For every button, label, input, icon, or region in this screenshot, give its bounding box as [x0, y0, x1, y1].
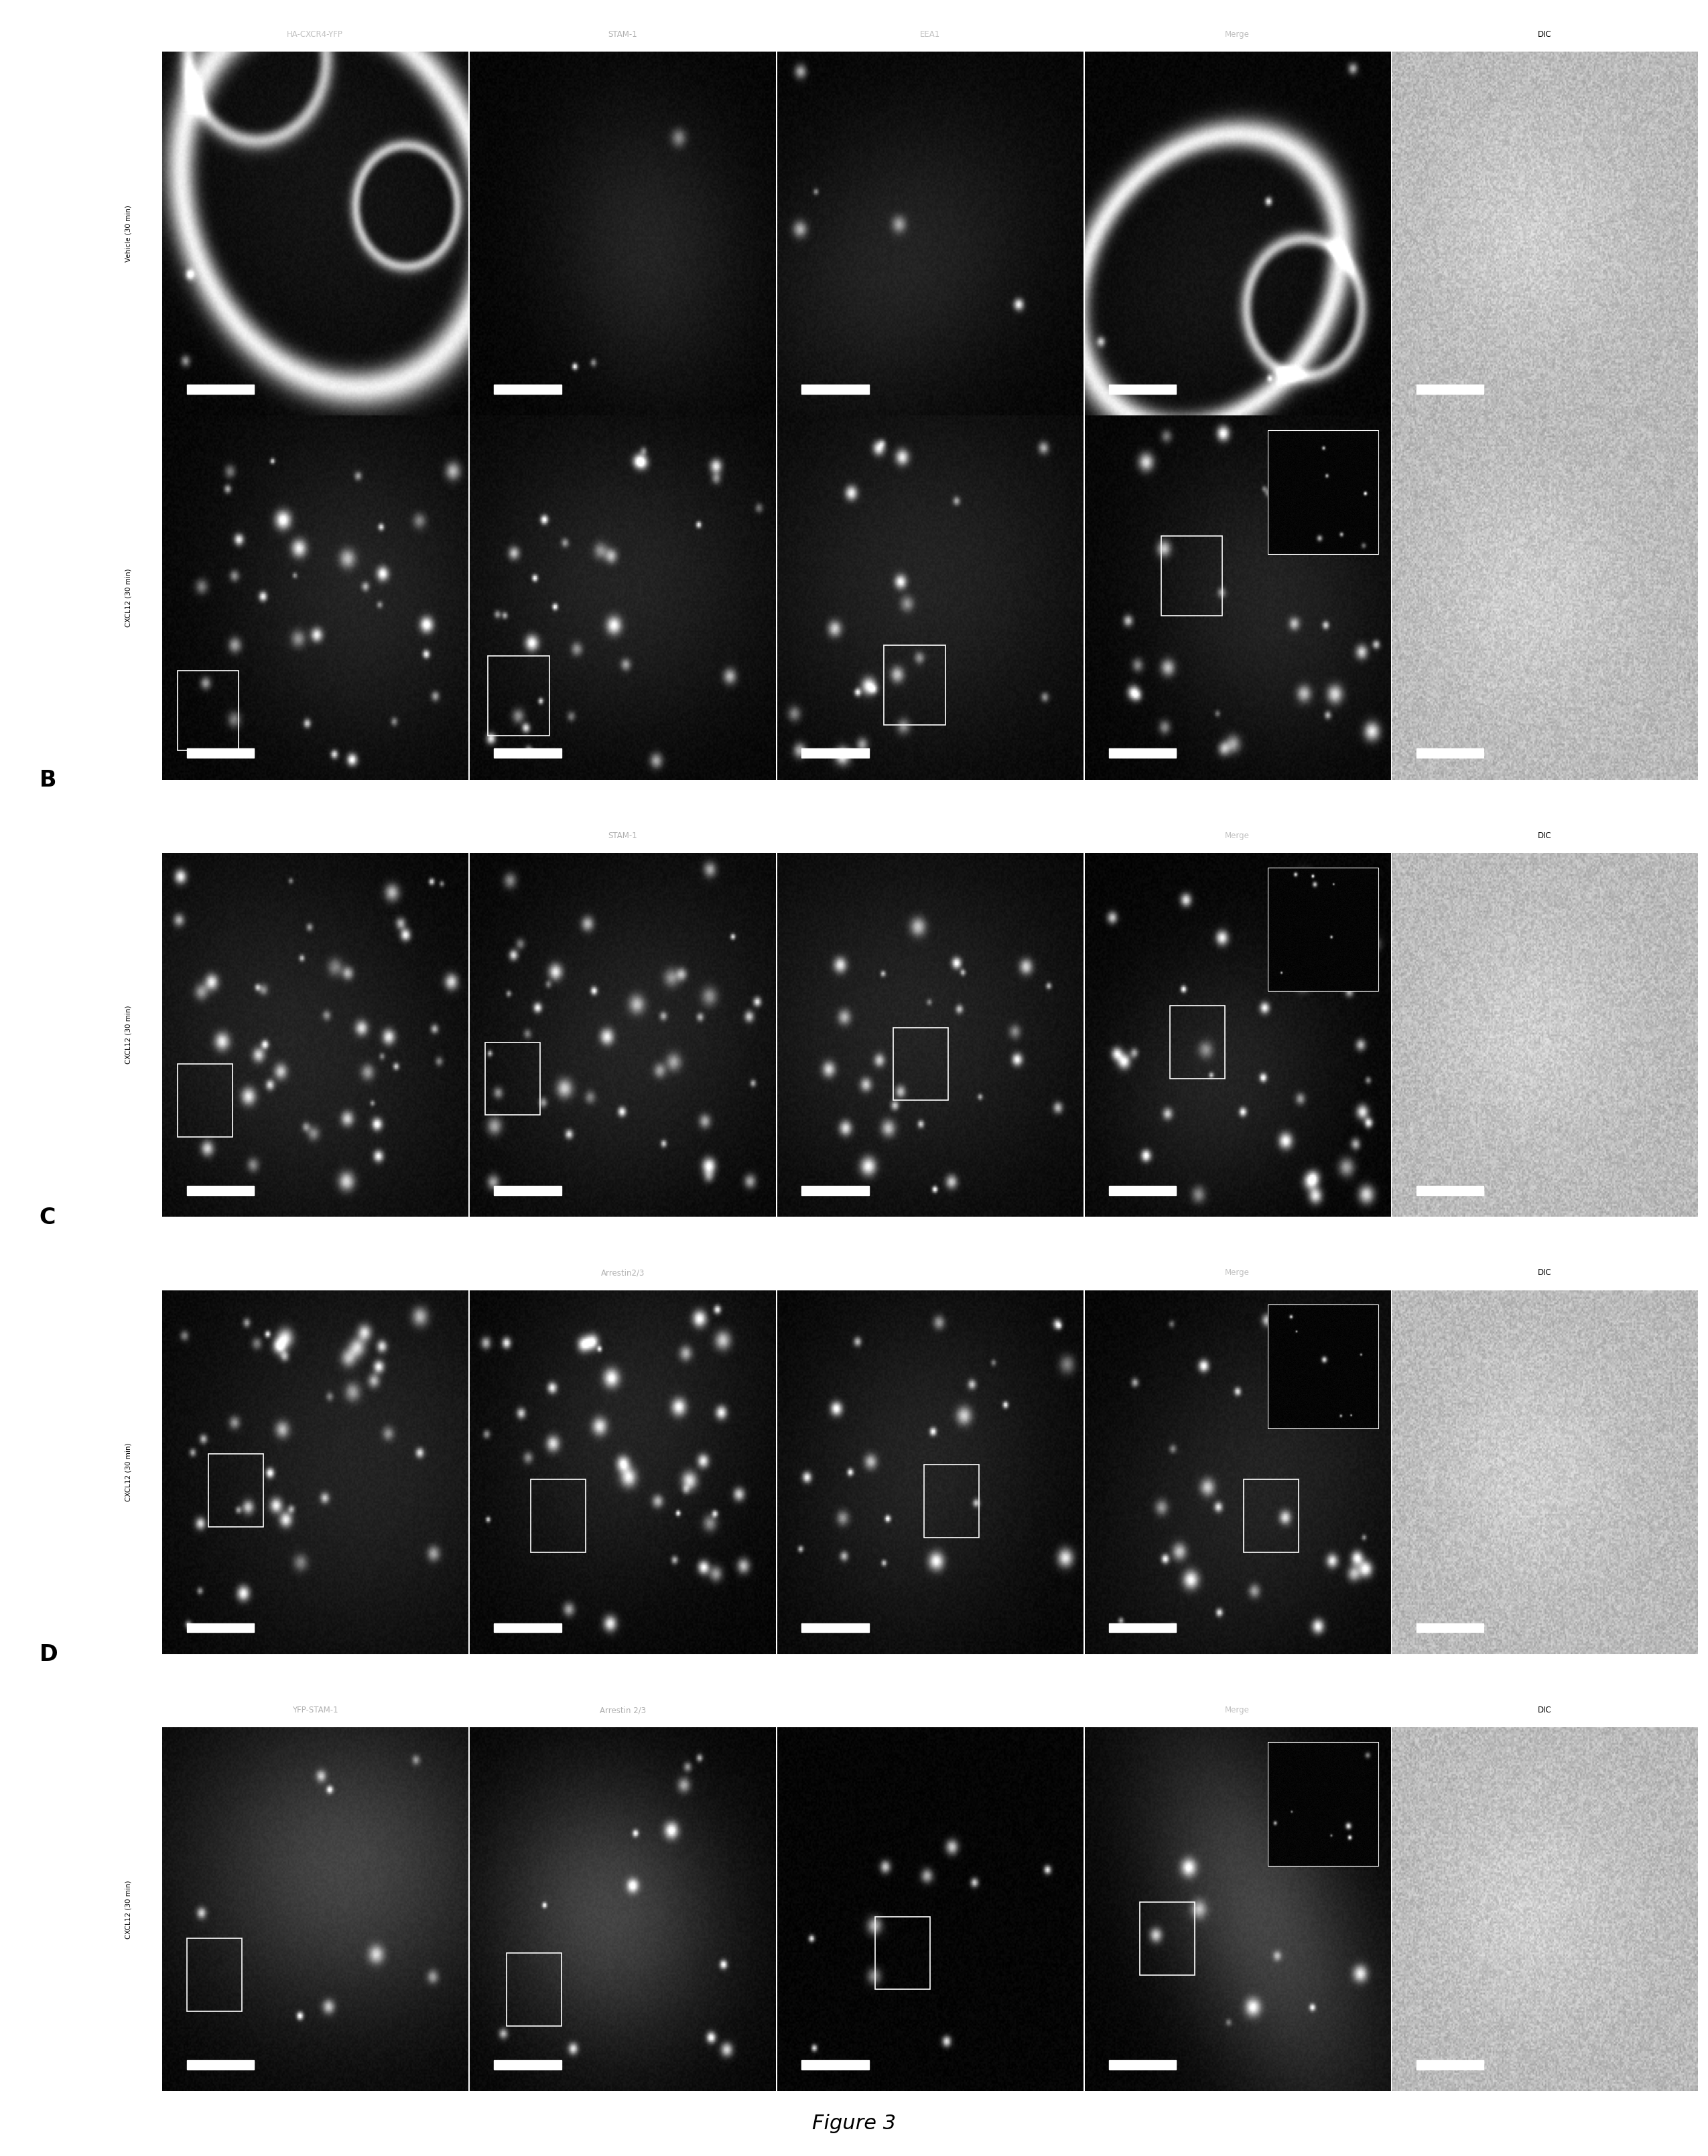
Bar: [1416, 748, 1484, 757]
Bar: [801, 748, 869, 757]
Text: Merge: Merge: [1225, 30, 1250, 39]
Text: D: D: [39, 1643, 58, 1667]
Bar: [186, 1623, 254, 1632]
Bar: [893, 1028, 948, 1100]
Bar: [186, 748, 254, 757]
Bar: [1416, 384, 1484, 395]
Text: EEA1: EEA1: [921, 1268, 939, 1276]
Text: EEA1: EEA1: [921, 30, 939, 39]
Text: Merge: Merge: [1225, 1705, 1250, 1714]
Text: CXCR4: CXCR4: [302, 1268, 328, 1276]
Text: Figure 3: Figure 3: [811, 2113, 897, 2134]
Bar: [1416, 1186, 1484, 1194]
Text: HA-CXCR4-YFP: HA-CXCR4-YFP: [287, 30, 343, 39]
Bar: [1108, 748, 1177, 757]
Text: CXCL12 (30 min): CXCL12 (30 min): [125, 1880, 132, 1938]
Bar: [1267, 867, 1378, 992]
Bar: [186, 1938, 243, 2012]
Text: CXCL12 (30 min): CXCL12 (30 min): [125, 569, 132, 627]
Bar: [1243, 1479, 1298, 1552]
Text: Arrestin 2/3: Arrestin 2/3: [600, 1705, 646, 1714]
Bar: [178, 1065, 232, 1136]
Bar: [186, 1186, 254, 1194]
Bar: [488, 655, 550, 735]
Text: CXCR4: CXCR4: [302, 832, 328, 841]
Text: STAM-1: STAM-1: [608, 30, 637, 39]
Bar: [494, 748, 562, 757]
Bar: [1267, 1304, 1378, 1429]
Text: Merge: Merge: [1225, 832, 1250, 841]
Text: DIC: DIC: [1537, 30, 1553, 39]
Bar: [1139, 1902, 1194, 1975]
Text: YFP-STAM-1: YFP-STAM-1: [292, 1705, 338, 1714]
Bar: [1267, 867, 1378, 992]
Bar: [924, 1464, 979, 1537]
Bar: [801, 1186, 869, 1194]
Bar: [531, 1479, 586, 1552]
Bar: [885, 645, 945, 724]
Text: C: C: [39, 1207, 56, 1229]
Text: Vehicle (30 min): Vehicle (30 min): [125, 205, 132, 263]
Text: B: B: [39, 770, 56, 791]
Text: CXCL12 (30 min): CXCL12 (30 min): [125, 1442, 132, 1501]
Bar: [1416, 1623, 1484, 1632]
Bar: [1108, 2061, 1177, 2070]
Bar: [1267, 1742, 1378, 1865]
Bar: [494, 2061, 562, 2070]
Bar: [1161, 537, 1223, 617]
Text: STAM-1: STAM-1: [608, 832, 637, 841]
Bar: [1267, 1304, 1378, 1429]
Bar: [1108, 1186, 1177, 1194]
Bar: [1416, 2061, 1484, 2070]
Text: DIC: DIC: [1537, 832, 1553, 841]
Bar: [494, 1186, 562, 1194]
Bar: [1267, 431, 1378, 554]
Bar: [801, 2061, 869, 2070]
Bar: [1267, 1742, 1378, 1865]
Bar: [186, 2061, 254, 2070]
Bar: [1108, 1623, 1177, 1632]
Bar: [506, 1953, 562, 2027]
Text: DIC: DIC: [1537, 1268, 1553, 1276]
Bar: [1170, 1005, 1225, 1078]
Text: EEA1: EEA1: [921, 1705, 939, 1714]
Bar: [178, 671, 239, 750]
Bar: [186, 384, 254, 395]
Bar: [494, 1623, 562, 1632]
Text: Merge: Merge: [1225, 1268, 1250, 1276]
Bar: [801, 384, 869, 395]
Text: CXCL12 (30 min): CXCL12 (30 min): [125, 1005, 132, 1065]
Bar: [1108, 384, 1177, 395]
Bar: [1267, 431, 1378, 554]
Text: Arrestin2/3: Arrestin2/3: [601, 1268, 644, 1276]
Text: EEA1: EEA1: [921, 832, 939, 841]
Bar: [494, 384, 562, 395]
Text: DIC: DIC: [1537, 1705, 1553, 1714]
Bar: [874, 1917, 929, 1990]
Bar: [485, 1041, 540, 1115]
Bar: [208, 1453, 263, 1526]
Bar: [801, 1623, 869, 1632]
